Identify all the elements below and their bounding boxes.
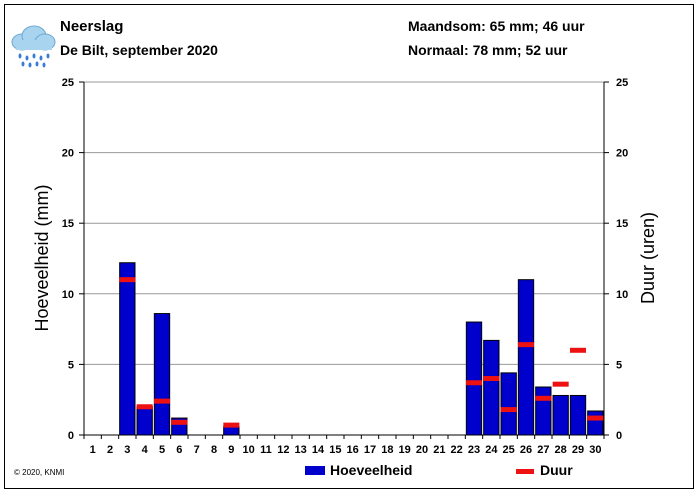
y-tick-label: 0 xyxy=(68,430,74,442)
x-tick-label: 8 xyxy=(211,444,217,456)
x-tick-label: 27 xyxy=(537,444,549,456)
legend-duration-label: Duur xyxy=(540,462,573,478)
duration-day-29 xyxy=(570,347,586,353)
y-tick-label: 15 xyxy=(62,218,74,230)
y2-tick-label: 0 xyxy=(616,430,622,442)
bar-day-4 xyxy=(136,406,153,436)
x-tick-label: 30 xyxy=(589,444,601,456)
y2-tick-label: 20 xyxy=(616,148,628,160)
legend-duration-swatch xyxy=(516,469,534,474)
bar-day-9 xyxy=(223,426,240,436)
x-tick-label: 14 xyxy=(312,444,325,456)
duration-day-26 xyxy=(518,342,534,348)
chart-subtitle: De Bilt, september 2020 xyxy=(60,42,218,58)
x-tick-label: 22 xyxy=(451,444,463,456)
bar-day-27 xyxy=(535,386,552,436)
right-tick-labels: 0 5 10 15 20 25 xyxy=(616,77,628,442)
x-tick-label: 28 xyxy=(555,444,567,456)
y-tick-label: 10 xyxy=(62,289,74,301)
bar-day-30 xyxy=(587,410,604,436)
x-tick-label: 18 xyxy=(381,444,393,456)
x-tick-label: 17 xyxy=(364,444,376,456)
y-tick-label: 25 xyxy=(62,77,74,89)
y2-axis-label: Duur (uren) xyxy=(638,212,658,304)
chart-title: Neerslag xyxy=(60,18,124,35)
x-tick-labels: 1 2 3 4 5 6 7 8 9 10 11 12 13 14 15 16 17 18 19 20 21 22 23 24 2… xyxy=(90,444,602,456)
bars-group xyxy=(119,262,604,436)
x-tick-label: 25 xyxy=(503,444,515,456)
x-tick-label: 10 xyxy=(243,444,255,456)
duration-day-5 xyxy=(154,398,170,404)
x-tick-label: 20 xyxy=(416,444,428,456)
x-tick-label: 19 xyxy=(399,444,411,456)
y2-tick-label: 15 xyxy=(616,218,628,230)
axes-group xyxy=(79,81,609,439)
x-tick-label: 29 xyxy=(572,444,584,456)
duration-day-28 xyxy=(552,381,569,387)
bar-day-28 xyxy=(552,394,569,436)
x-tick-label: 12 xyxy=(277,444,289,456)
y-axis-label: Hoeveelheid (mm) xyxy=(32,184,52,331)
grid-lines xyxy=(84,81,604,365)
y-tick-label: 5 xyxy=(68,359,74,371)
duration-day-27 xyxy=(535,395,552,401)
x-tick-label: 6 xyxy=(176,444,182,456)
duration-day-4 xyxy=(136,404,153,410)
x-tick-label: 3 xyxy=(124,444,130,456)
bar-day-26 xyxy=(517,279,535,436)
y2-tick-label: 25 xyxy=(616,77,628,89)
y2-tick-label: 5 xyxy=(616,359,622,371)
x-tick-label: 16 xyxy=(347,444,359,456)
duration-day-9 xyxy=(223,422,240,428)
x-tick-label: 11 xyxy=(260,444,272,456)
x-tick-label: 4 xyxy=(142,444,149,456)
duration-day-6 xyxy=(171,419,188,425)
duration-day-23 xyxy=(466,380,482,386)
duration-day-30 xyxy=(587,415,604,421)
x-tick-label: 13 xyxy=(295,444,307,456)
left-tick-labels: 0 5 10 15 20 25 xyxy=(62,77,74,442)
bar-day-25 xyxy=(500,372,517,436)
x-tick-label: 21 xyxy=(433,444,445,456)
bar-day-3 xyxy=(119,262,136,436)
y-tick-label: 20 xyxy=(62,148,74,160)
x-tick-label: 15 xyxy=(329,444,341,456)
x-tick-label: 5 xyxy=(159,444,165,456)
x-tick-label: 23 xyxy=(468,444,480,456)
duration-day-24 xyxy=(483,376,500,382)
x-tick-label: 1 xyxy=(90,444,96,456)
duration-day-25 xyxy=(500,407,517,413)
month-total: Maandsom: 65 mm; 46 uur xyxy=(408,18,585,34)
bar-day-29 xyxy=(569,394,587,436)
bar-day-24 xyxy=(483,339,500,436)
bar-day-23 xyxy=(465,321,483,436)
legend-bar-swatch xyxy=(305,466,325,475)
x-tick-label: 26 xyxy=(520,444,532,456)
duration-group xyxy=(119,277,604,428)
legend-bar-label: Hoeveelheid xyxy=(330,462,413,478)
bar-day-5 xyxy=(153,313,171,436)
copyright: © 2020, KNMI xyxy=(14,468,65,477)
x-tick-label: 9 xyxy=(228,444,234,456)
duration-day-3 xyxy=(119,277,136,283)
x-tick-label: 7 xyxy=(194,444,200,456)
normal-value: Normaal: 78 mm; 52 uur xyxy=(408,42,568,58)
y2-tick-label: 10 xyxy=(616,289,628,301)
rain-cloud-icon xyxy=(11,25,56,68)
x-tick-label: 24 xyxy=(485,444,498,456)
x-tick-label: 2 xyxy=(107,444,113,456)
